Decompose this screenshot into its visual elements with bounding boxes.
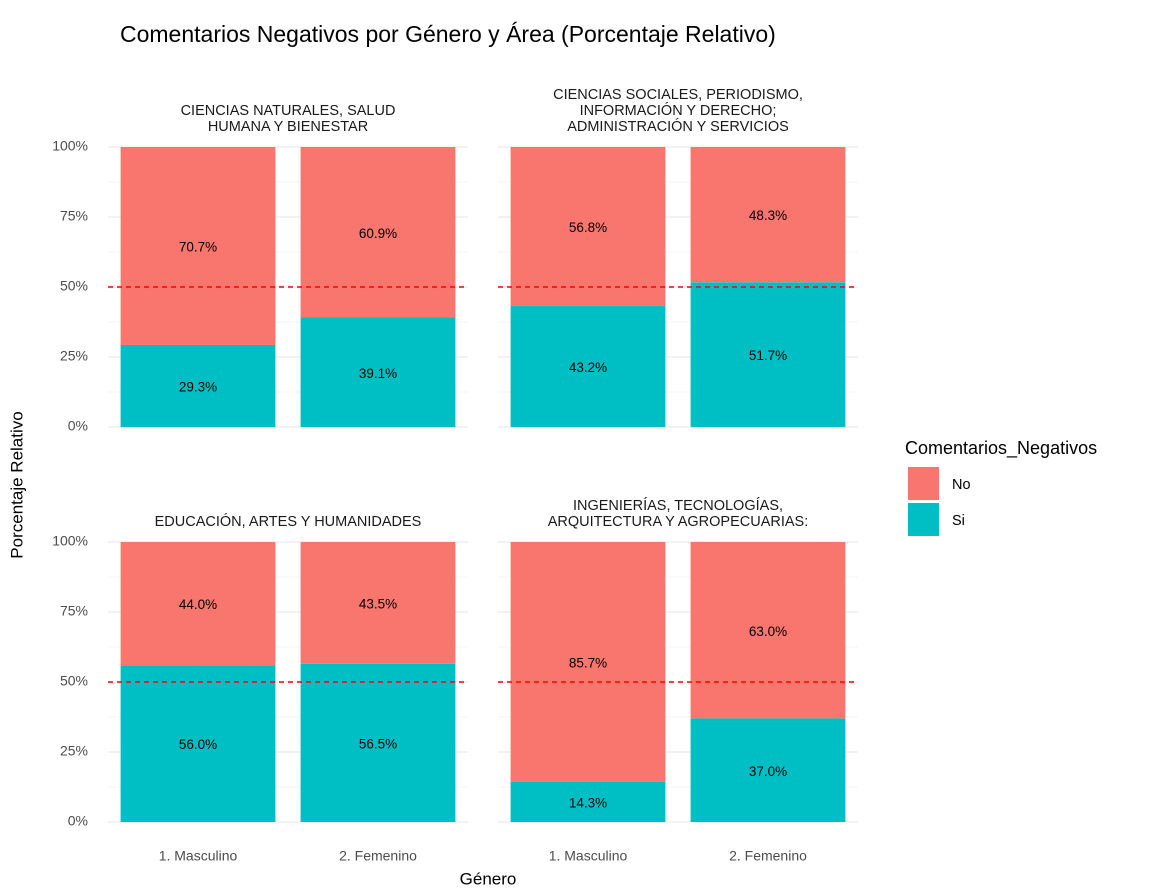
data-label: 56.5% [359, 736, 397, 751]
data-label: 48.3% [749, 208, 787, 223]
bar-segment [300, 542, 456, 664]
bar-segment [510, 306, 666, 427]
data-label: 43.5% [359, 596, 397, 611]
y-tick-label: 0% [68, 418, 88, 434]
data-label: 43.2% [569, 360, 607, 375]
x-tick-label: 2. Femenino [339, 848, 417, 864]
chart-title: Comentarios Negativos por Género y Área … [120, 21, 776, 47]
y-tick-label: 100% [52, 533, 88, 549]
legend-title: Comentarios_Negativos [905, 438, 1097, 459]
data-label: 85.7% [569, 656, 607, 671]
bar-segment [690, 282, 846, 427]
bar-segment [120, 147, 276, 345]
data-label: 14.3% [569, 796, 607, 811]
bar-segment [510, 542, 666, 782]
y-tick-label: 100% [52, 138, 88, 154]
bar-segment [510, 781, 666, 822]
x-tick-label: 1. Masculino [159, 848, 238, 864]
bar-segment [120, 344, 276, 427]
x-tick-label: 1. Masculino [549, 848, 628, 864]
data-label: 39.1% [359, 366, 397, 381]
legend-label: No [952, 477, 971, 493]
facet-title: EDUCACIÓN, ARTES Y HUMANIDADES [154, 514, 422, 530]
data-label: 56.0% [179, 737, 217, 752]
bar-segment [300, 317, 456, 427]
bar-segment [690, 147, 846, 283]
bar-segment [120, 542, 276, 666]
bar-segment [300, 663, 456, 822]
data-label: 29.3% [179, 380, 217, 395]
bar-segment [510, 147, 666, 307]
bar-segment [690, 718, 846, 822]
legend-label: Si [952, 513, 965, 529]
y-tick-label: 25% [60, 348, 88, 364]
data-label: 63.0% [749, 624, 787, 639]
facet-title: INGENIERÍAS, TECNOLOGÍAS, ARQUITECTURA Y… [547, 498, 809, 530]
data-label: 37.0% [749, 764, 787, 779]
legend-key [908, 503, 939, 536]
y-tick-label: 50% [60, 673, 88, 689]
y-tick-label: 25% [60, 743, 88, 759]
data-label: 60.9% [359, 226, 397, 241]
x-tick-label: 2. Femenino [729, 848, 807, 864]
legend-key [908, 467, 939, 500]
y-tick-label: 75% [60, 208, 88, 224]
facet-title: CIENCIAS NATURALES, SALUD HUMANA Y BIENE… [180, 103, 396, 135]
facet-title: CIENCIAS SOCIALES, PERIODISMO, INFORMACI… [553, 87, 803, 135]
y-tick-label: 50% [60, 278, 88, 294]
bar-segment [120, 665, 276, 822]
data-label: 70.7% [179, 240, 217, 255]
y-axis-label: Porcentaje Relativo [7, 411, 26, 558]
bar-segment [690, 542, 846, 719]
data-label: 51.7% [749, 348, 787, 363]
data-label: 44.0% [179, 597, 217, 612]
bar-segment [300, 147, 456, 318]
y-tick-label: 75% [60, 603, 88, 619]
data-label: 56.8% [569, 220, 607, 235]
x-axis-label: Género [460, 869, 517, 888]
y-tick-label: 0% [68, 813, 88, 829]
